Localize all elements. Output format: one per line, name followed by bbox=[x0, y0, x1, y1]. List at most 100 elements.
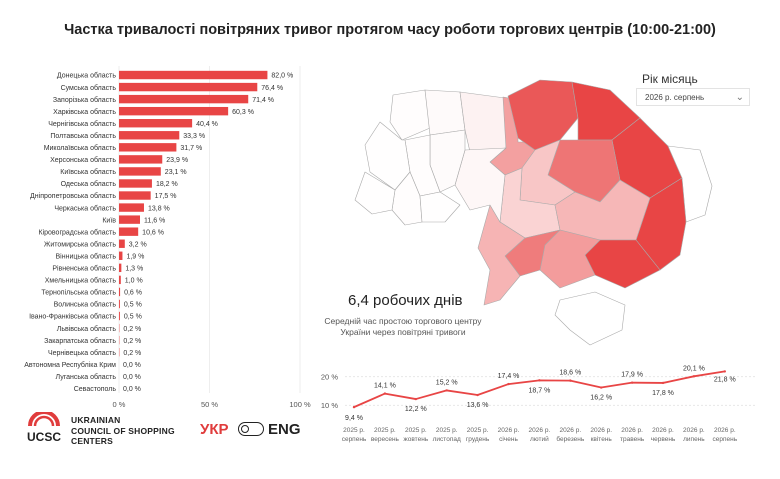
bar-category-label: Полтавська область bbox=[50, 132, 116, 140]
bar bbox=[119, 275, 121, 285]
bar-value-label: 40,4 % bbox=[196, 121, 218, 128]
line-point bbox=[569, 379, 572, 382]
lang-eng-button[interactable]: ENG bbox=[268, 421, 301, 438]
kpi-caption: Середній час простою торгового центру Ук… bbox=[324, 316, 482, 337]
bar-category-label: Автономна Республіка Крим bbox=[24, 361, 116, 369]
bar-category-label: Кіровоградська область bbox=[39, 228, 117, 236]
line-x-tick-month: листопад bbox=[433, 436, 461, 443]
bar-x-tick-label: 100 % bbox=[289, 400, 311, 409]
line-x-tick-month: квітень bbox=[591, 435, 613, 443]
map-region-автономна-республіка-крим bbox=[554, 291, 626, 346]
bar-category-label: Закарпатська область bbox=[44, 337, 116, 345]
map-region-чернівецька-область bbox=[419, 191, 461, 223]
bar-category-label: Житомирська область bbox=[44, 240, 116, 248]
line-x-tick-year: 2026 р. bbox=[590, 427, 612, 434]
bar bbox=[119, 287, 121, 297]
bar-value-label: 23,1 % bbox=[165, 169, 187, 176]
bar bbox=[119, 70, 268, 80]
bar bbox=[119, 143, 177, 152]
bar-value-label: 23,9 % bbox=[166, 157, 188, 164]
bar bbox=[119, 94, 249, 104]
bar-category-label: Дніпропетровська область bbox=[30, 192, 116, 200]
lang-ukr-button[interactable]: УКР bbox=[200, 421, 229, 438]
map-region-одеська-область bbox=[477, 204, 526, 306]
line-point bbox=[600, 386, 603, 389]
map-region-закарпатська-область bbox=[354, 171, 396, 215]
line-x-tick-year: 2026 р. bbox=[529, 427, 551, 434]
line-x-tick-year: 2026 р. bbox=[683, 427, 705, 434]
bar-category-label: Тернопільська область bbox=[41, 289, 116, 297]
bar-category-label: Севастополь bbox=[74, 386, 117, 393]
line-point bbox=[414, 397, 417, 401]
line-x-tick-month: серпень bbox=[342, 436, 367, 443]
line-x-tick-year: 2026 р. bbox=[559, 427, 581, 434]
bar bbox=[119, 203, 144, 212]
bar-value-label: 0,2 % bbox=[123, 338, 141, 345]
year-month-select[interactable]: 2026 р. серпень ⌄ bbox=[636, 88, 750, 106]
bar-category-label: Волинська область bbox=[54, 301, 117, 309]
filter-label: Рік місяць bbox=[642, 72, 698, 86]
brand-name-line1: UKRAINIAN bbox=[71, 415, 121, 425]
bar bbox=[119, 299, 120, 309]
line-x-tick-year: 2026 р. bbox=[714, 427, 736, 434]
line-x-tick-month: вересень bbox=[371, 436, 400, 443]
region-bar-chart: 0 % 50 % 100 % Донецька область 82,0 % Сумськ… bbox=[24, 66, 311, 409]
bar-value-label: 0,0 % bbox=[123, 386, 141, 393]
bar bbox=[119, 239, 125, 248]
bar bbox=[119, 251, 123, 260]
line-x-tick-year: 2026 р. bbox=[652, 427, 674, 434]
line-x-tick-year: 2025 р. bbox=[343, 427, 365, 434]
bar-value-label: 13,8 % bbox=[148, 205, 170, 212]
line-value-label: 20,1 % bbox=[683, 365, 705, 372]
bar-category-label: Одеська область bbox=[61, 180, 117, 188]
page-title: Частка тривалості повітряних тривог прот… bbox=[64, 22, 716, 38]
bar-category-label: Рівненська область bbox=[52, 265, 116, 273]
bar-value-label: 1,9 % bbox=[126, 253, 144, 260]
bar-value-label: 0,5 % bbox=[124, 302, 142, 309]
bar-category-label: Вінницька область bbox=[56, 252, 117, 260]
line-value-label: 17,8 % bbox=[652, 390, 674, 397]
line-x-tick-month: січень bbox=[499, 435, 518, 443]
line-x-tick-month: березень bbox=[556, 435, 584, 443]
language-toggle[interactable] bbox=[238, 422, 264, 436]
brand-name-line2: COUNCIL OF SHOPPING bbox=[71, 425, 175, 436]
bar-category-label: Івано-Франківська область bbox=[29, 313, 116, 321]
bar-value-label: 0,2 % bbox=[123, 350, 141, 357]
bar-category-label: Донецька область bbox=[57, 72, 116, 80]
line-x-tick-month: жовтень bbox=[403, 436, 428, 443]
line-x-tick-month: липень bbox=[683, 436, 705, 443]
line-point bbox=[630, 381, 634, 384]
bar-value-label: 76,4 % bbox=[261, 85, 283, 92]
line-value-label: 13,6 % bbox=[467, 402, 489, 409]
line-y-tick-label: 20 % bbox=[321, 372, 338, 381]
line-value-label: 18,7 % bbox=[529, 387, 551, 394]
bar-x-tick-label: 50 % bbox=[201, 400, 218, 409]
line-x-tick-month: лютий bbox=[530, 435, 549, 443]
toggle-knob bbox=[241, 424, 249, 433]
bar-category-label: Запорізька область bbox=[53, 96, 116, 104]
line-x-tick-month: червень bbox=[651, 436, 676, 443]
bar bbox=[119, 227, 139, 236]
bar bbox=[119, 179, 152, 188]
line-value-label: 17,9 % bbox=[621, 372, 643, 379]
line-value-label: 18,6 % bbox=[559, 370, 581, 377]
bar bbox=[119, 191, 151, 200]
line-x-tick-month: травень bbox=[620, 436, 645, 443]
line-value-label: 9,4 % bbox=[345, 415, 363, 422]
bar-category-label: Чернівецька область bbox=[48, 349, 116, 357]
line-value-label: 21,8 % bbox=[714, 376, 736, 383]
bar-category-label: Харківська область bbox=[53, 108, 116, 116]
line-x-tick-year: 2026 р. bbox=[498, 427, 520, 434]
bar-category-label: Хмельницька область bbox=[45, 277, 117, 285]
line-y-tick-label: 10 % bbox=[321, 401, 338, 410]
bar-value-label: 0,5 % bbox=[124, 314, 142, 321]
bar-value-label: 71,4 % bbox=[252, 97, 274, 104]
map-region-вінницька-область bbox=[454, 147, 507, 223]
chevron-down-icon: ⌄ bbox=[735, 92, 744, 103]
ucsc-logo: UCSC bbox=[27, 412, 61, 444]
bar-value-label: 0,6 % bbox=[124, 290, 142, 297]
line-x-tick-month: серпень bbox=[713, 436, 738, 443]
line-x-tick-year: 2025 р. bbox=[405, 427, 427, 434]
bar-value-label: 10,6 % bbox=[142, 229, 164, 236]
